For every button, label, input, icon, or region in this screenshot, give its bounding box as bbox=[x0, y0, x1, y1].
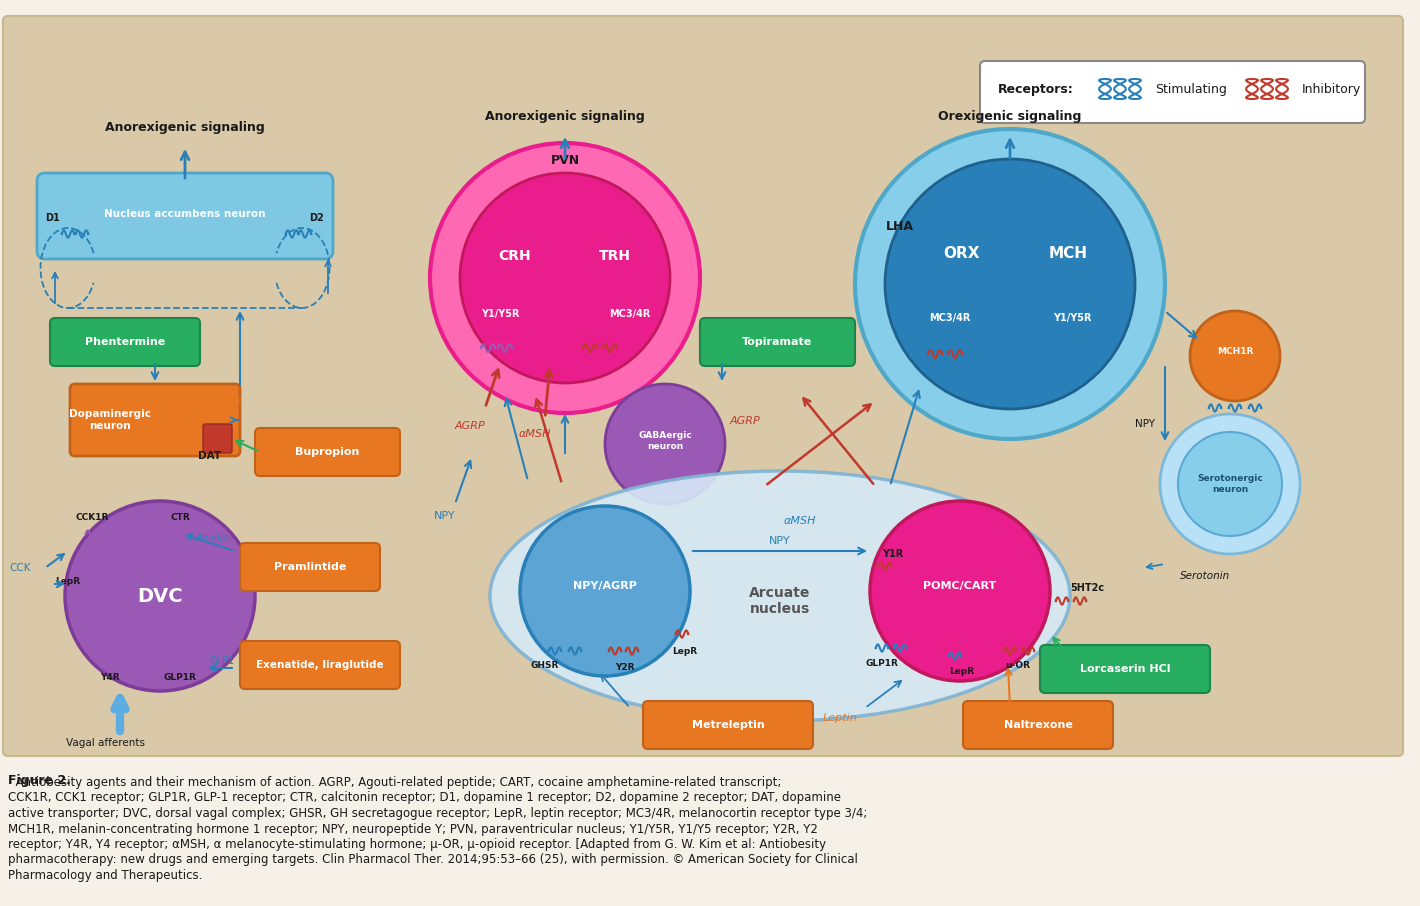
Text: NPY: NPY bbox=[1135, 419, 1154, 429]
Text: NPY: NPY bbox=[435, 511, 456, 521]
Text: ORX: ORX bbox=[944, 246, 980, 262]
Circle shape bbox=[870, 501, 1049, 681]
Circle shape bbox=[65, 501, 256, 691]
Text: pharmacotherapy: new drugs and emerging targets. Clin Pharmacol Ther. 2014;95:53: pharmacotherapy: new drugs and emerging … bbox=[9, 853, 858, 866]
Text: Pharmacology and Therapeutics.: Pharmacology and Therapeutics. bbox=[9, 869, 203, 882]
Text: 5HT2c: 5HT2c bbox=[1071, 583, 1105, 593]
Circle shape bbox=[1160, 414, 1299, 554]
Text: Orexigenic signaling: Orexigenic signaling bbox=[939, 110, 1082, 123]
Text: Pramlintide: Pramlintide bbox=[274, 562, 346, 572]
Text: Y1/Y5R: Y1/Y5R bbox=[1052, 313, 1091, 323]
Text: Topiramate: Topiramate bbox=[743, 337, 812, 347]
Text: Amylin: Amylin bbox=[196, 533, 229, 543]
Text: MCH: MCH bbox=[1048, 246, 1088, 262]
Circle shape bbox=[855, 129, 1164, 439]
Text: DVC: DVC bbox=[138, 586, 183, 605]
Text: Receptors:: Receptors: bbox=[998, 82, 1074, 95]
FancyBboxPatch shape bbox=[203, 424, 231, 453]
Circle shape bbox=[605, 384, 726, 504]
Circle shape bbox=[885, 159, 1135, 409]
Text: CCK: CCK bbox=[10, 563, 31, 573]
Text: TRH: TRH bbox=[599, 249, 630, 263]
Text: MCH1R: MCH1R bbox=[1217, 346, 1254, 355]
Circle shape bbox=[520, 506, 690, 676]
Text: CCK1R: CCK1R bbox=[75, 514, 109, 523]
Text: Inhibitory: Inhibitory bbox=[1302, 82, 1362, 95]
Text: Nucleus accumbens neuron: Nucleus accumbens neuron bbox=[104, 209, 266, 219]
Text: μ-OR: μ-OR bbox=[1005, 661, 1031, 670]
Text: Stimulating: Stimulating bbox=[1154, 82, 1227, 95]
FancyBboxPatch shape bbox=[963, 701, 1113, 749]
FancyBboxPatch shape bbox=[37, 173, 334, 259]
Text: MC3/4R: MC3/4R bbox=[929, 313, 971, 323]
Text: Anorexigenic signaling: Anorexigenic signaling bbox=[105, 121, 266, 134]
FancyBboxPatch shape bbox=[700, 318, 855, 366]
Text: AGRP: AGRP bbox=[454, 421, 486, 431]
Text: MCH1R, melanin-concentrating hormone 1 receptor; NPY, neuropeptide Y; PVN, parav: MCH1R, melanin-concentrating hormone 1 r… bbox=[9, 823, 818, 835]
Circle shape bbox=[1179, 432, 1282, 536]
Text: GLP1: GLP1 bbox=[209, 656, 234, 666]
Text: Y1/Y5R: Y1/Y5R bbox=[481, 309, 520, 319]
Text: PVN: PVN bbox=[551, 155, 579, 168]
FancyBboxPatch shape bbox=[50, 318, 200, 366]
Text: Dopaminergic
neuron: Dopaminergic neuron bbox=[70, 410, 151, 430]
Text: Figure 2.: Figure 2. bbox=[9, 774, 71, 787]
Text: Y4R: Y4R bbox=[101, 673, 119, 682]
Text: NPY: NPY bbox=[770, 536, 791, 546]
Text: Serotonergic
neuron: Serotonergic neuron bbox=[1197, 475, 1262, 494]
Text: Antiobesity agents and their mechanism of action. AGRP, Agouti-related peptide; : Antiobesity agents and their mechanism o… bbox=[9, 776, 781, 789]
FancyBboxPatch shape bbox=[70, 384, 240, 456]
Text: Leptin: Leptin bbox=[648, 713, 683, 723]
Text: AGRP: AGRP bbox=[730, 416, 760, 426]
Text: GHSR: GHSR bbox=[531, 661, 559, 670]
Text: Y2R: Y2R bbox=[615, 663, 635, 672]
Text: D2: D2 bbox=[310, 213, 324, 223]
FancyBboxPatch shape bbox=[980, 61, 1365, 123]
Text: Anorexigenic signaling: Anorexigenic signaling bbox=[486, 110, 645, 123]
FancyBboxPatch shape bbox=[240, 641, 400, 689]
Text: Serotonin: Serotonin bbox=[1180, 571, 1230, 581]
Text: CRH: CRH bbox=[498, 249, 531, 263]
Text: GABAergic
neuron: GABAergic neuron bbox=[638, 431, 692, 450]
Text: Lorcaserin HCl: Lorcaserin HCl bbox=[1079, 664, 1170, 674]
Text: αMSH: αMSH bbox=[518, 429, 551, 439]
FancyBboxPatch shape bbox=[643, 701, 814, 749]
Text: D1: D1 bbox=[44, 213, 60, 223]
Circle shape bbox=[460, 173, 670, 383]
Text: GLP1R: GLP1R bbox=[866, 660, 899, 669]
Text: LepR: LepR bbox=[950, 667, 974, 676]
Text: Dopamine: Dopamine bbox=[189, 396, 241, 406]
Text: DAT: DAT bbox=[199, 451, 222, 461]
Text: MC3/4R: MC3/4R bbox=[609, 309, 650, 319]
Text: LepR: LepR bbox=[673, 647, 697, 656]
Text: GLP1R: GLP1R bbox=[163, 673, 196, 682]
Text: Arcuate
nucleus: Arcuate nucleus bbox=[750, 586, 811, 616]
Text: Bupropion: Bupropion bbox=[295, 447, 359, 457]
Text: Naltrexone: Naltrexone bbox=[1004, 720, 1072, 730]
Text: Vagal afferents: Vagal afferents bbox=[65, 738, 145, 748]
Text: Exenatide, liraglutide: Exenatide, liraglutide bbox=[256, 660, 383, 670]
Text: Phentermine: Phentermine bbox=[85, 337, 165, 347]
Text: Leptin: Leptin bbox=[822, 713, 858, 723]
Text: receptor; Y4R, Y4 receptor; αMSH, α melanocyte-stimulating hormone; μ-OR, μ-opio: receptor; Y4R, Y4 receptor; αMSH, α mela… bbox=[9, 838, 826, 851]
Text: CCK1R, CCK1 receptor; GLP1R, GLP-1 receptor; CTR, calcitonin receptor; D1, dopam: CCK1R, CCK1 receptor; GLP1R, GLP-1 recep… bbox=[9, 792, 841, 805]
Text: Y1R: Y1R bbox=[882, 549, 903, 559]
Ellipse shape bbox=[490, 471, 1071, 721]
FancyBboxPatch shape bbox=[1039, 645, 1210, 693]
Text: αMSH: αMSH bbox=[784, 516, 816, 526]
Text: NPY/AGRP: NPY/AGRP bbox=[574, 581, 638, 591]
Text: Metreleptin: Metreleptin bbox=[692, 720, 764, 730]
Text: LepR: LepR bbox=[55, 576, 80, 585]
FancyBboxPatch shape bbox=[240, 543, 381, 591]
Text: POMC/CART: POMC/CART bbox=[923, 581, 997, 591]
Circle shape bbox=[430, 143, 700, 413]
FancyBboxPatch shape bbox=[3, 16, 1403, 756]
Text: CTR: CTR bbox=[170, 514, 190, 523]
Text: LHA: LHA bbox=[886, 219, 914, 233]
Text: active transporter; DVC, dorsal vagal complex; GHSR, GH secretagogue receptor; L: active transporter; DVC, dorsal vagal co… bbox=[9, 807, 868, 820]
Circle shape bbox=[1190, 311, 1279, 401]
FancyBboxPatch shape bbox=[256, 428, 400, 476]
